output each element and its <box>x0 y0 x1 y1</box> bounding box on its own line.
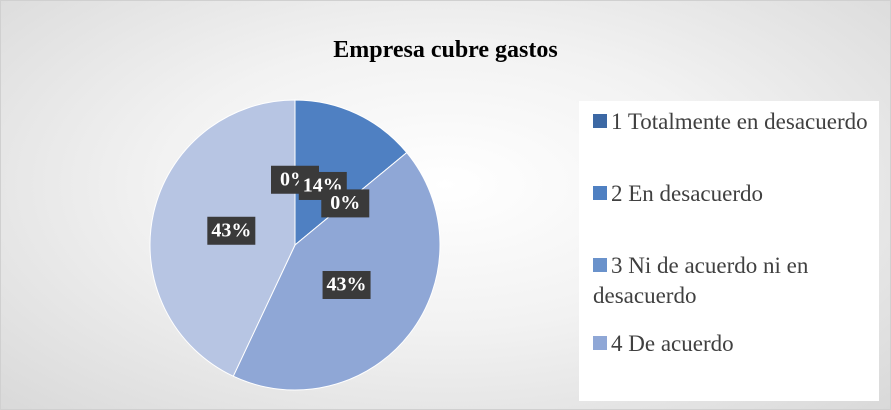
legend-swatch <box>593 258 607 272</box>
data-label: 0% <box>321 189 370 218</box>
legend-item: 3 Ni de acuerdo ni en desacuerdo <box>593 251 873 311</box>
legend-label: 4 De acuerdo <box>611 331 734 356</box>
data-label-box <box>322 270 371 299</box>
legend-swatch <box>593 186 607 200</box>
data-label-text: 43% <box>211 219 251 241</box>
chart-title: Empresa cubre gastos <box>333 37 558 63</box>
legend-item: 2 En desacuerdo <box>593 179 873 209</box>
legend-label: 2 En desacuerdo <box>611 181 763 206</box>
legend-label: 1 Totalmente en desacuerdo <box>611 109 868 134</box>
data-label-text: 0% <box>330 192 360 214</box>
data-label-text: 43% <box>327 274 367 296</box>
legend-item: 4 De acuerdo <box>593 329 873 359</box>
legend: 1 Totalmente en desacuerdo 2 En desacuerd… <box>579 101 879 401</box>
legend-swatch <box>593 336 607 350</box>
legend-label: 3 Ni de acuerdo ni en desacuerdo <box>593 253 809 308</box>
data-label: 43% <box>322 270 371 299</box>
data-label-box <box>207 216 256 245</box>
legend-item: 1 Totalmente en desacuerdo <box>593 107 873 137</box>
legend-swatch <box>593 114 607 128</box>
data-label: 43% <box>207 216 256 245</box>
data-label-box <box>321 189 370 218</box>
